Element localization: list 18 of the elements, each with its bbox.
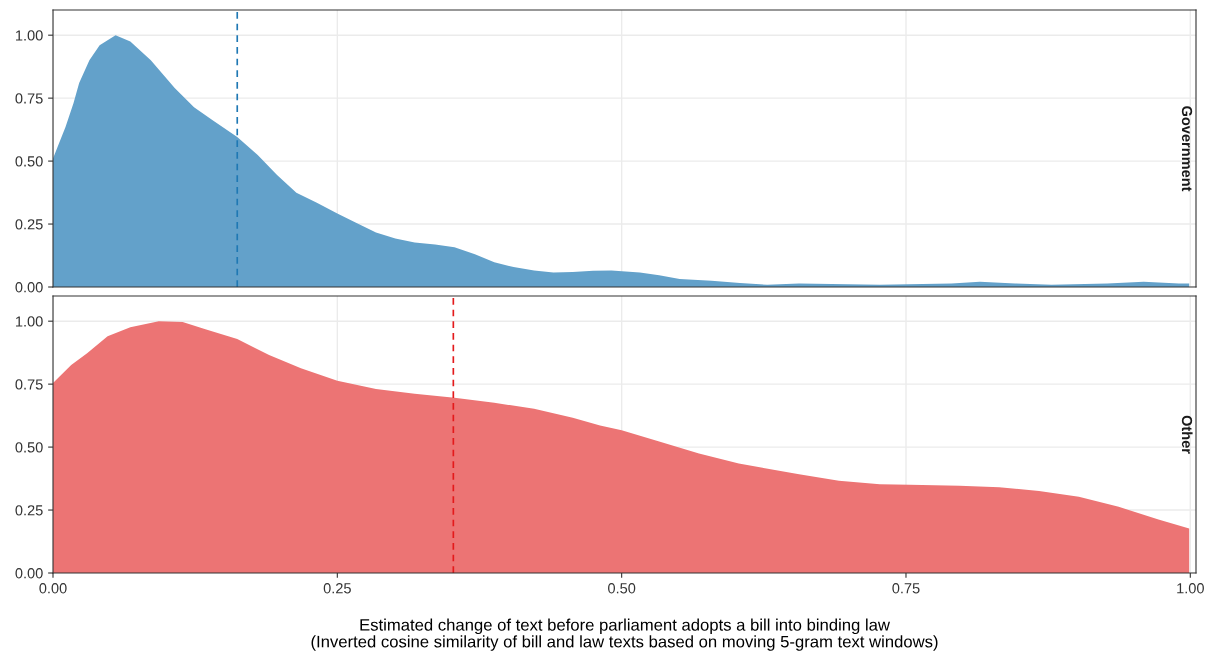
text: Other (1181, 415, 1193, 454)
x-tick-label: 1.00 (1177, 583, 1204, 594)
y-tick-label: 0.75 (15, 93, 43, 104)
x-tick-label: 0.50 (608, 583, 636, 594)
y-tick-label: 0.25 (15, 505, 43, 516)
y-tick-label: 1.00 (16, 316, 43, 327)
y-tick-label: 0.25 (15, 219, 43, 230)
y-tick-label: 0.00 (15, 568, 43, 579)
x-axis-title: Estimated change of text before parliament adopts a bill into binding law (Inverted cosine similarity of bill and law texts based on moving 5-gram text windows) (311, 618, 938, 651)
y-tick-label: 1.00 (16, 30, 43, 41)
text: Government (1181, 106, 1193, 192)
y-tick-label: 0.00 (15, 282, 43, 293)
y-tick-label: 0.50 (15, 156, 43, 167)
y-tick-label: 0.75 (15, 379, 43, 390)
y-tick-label: 0.50 (15, 442, 43, 453)
x-tick-label: 0.00 (39, 583, 67, 594)
x-tick-label: 0.25 (323, 583, 351, 594)
x-tick-label: 0.75 (892, 583, 920, 594)
